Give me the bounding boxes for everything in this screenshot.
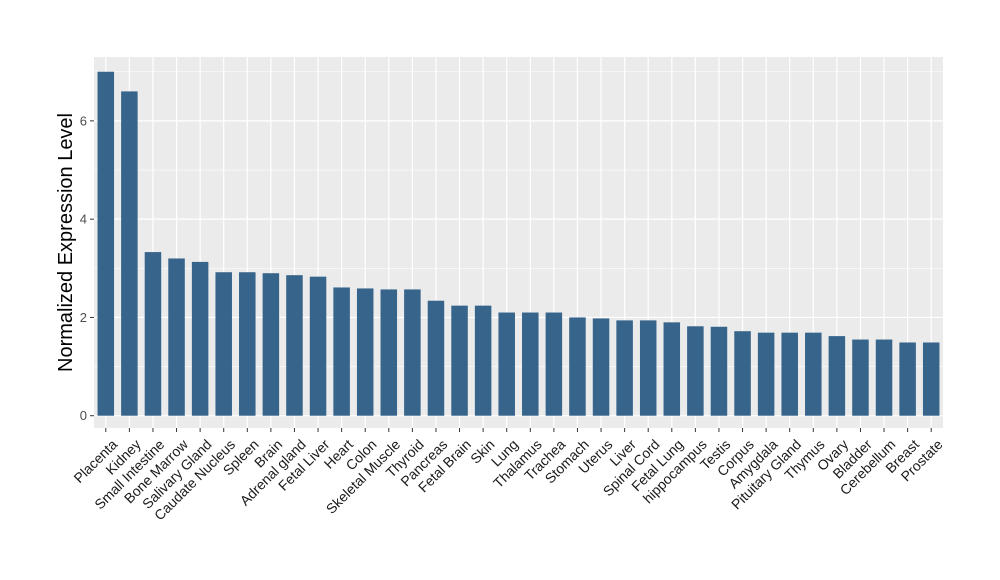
bar: [616, 320, 633, 416]
bar: [215, 272, 232, 416]
bar: [286, 275, 303, 416]
bar: [309, 276, 327, 416]
bar: [805, 332, 822, 416]
bar: [852, 339, 869, 416]
bar: [168, 258, 185, 416]
y-tick-label: 0: [80, 408, 87, 423]
bar: [875, 339, 893, 416]
bar: [262, 273, 280, 416]
bar: [639, 320, 657, 416]
bar: [710, 326, 728, 416]
bar: [522, 312, 539, 416]
y-tick-label: 4: [80, 212, 87, 227]
bar: [545, 312, 563, 416]
bar: [592, 318, 610, 416]
bar: [191, 261, 209, 416]
bar: [427, 300, 445, 416]
bar: [474, 305, 492, 416]
bar: [144, 252, 162, 416]
bar: [121, 91, 138, 416]
bar: [828, 336, 846, 416]
bar: [404, 289, 421, 416]
bar: [569, 317, 586, 416]
bar: [498, 312, 515, 416]
y-tick-label: 6: [80, 113, 87, 128]
bar: [757, 332, 775, 416]
bar: [380, 289, 398, 416]
bar: [687, 326, 704, 416]
y-axis: 0 2 4 6: [80, 113, 94, 423]
bars: [97, 71, 940, 416]
plot-panel: [94, 57, 943, 428]
bar: [239, 272, 256, 416]
bar: [333, 287, 350, 416]
bar: [734, 331, 751, 416]
bar: [899, 342, 916, 416]
bar: [663, 322, 681, 416]
bar: [356, 288, 374, 416]
bar: [451, 305, 468, 416]
y-axis-title: Normalized Expression Level: [55, 113, 77, 372]
bar: [922, 342, 940, 416]
y-tick-label: 2: [80, 310, 87, 325]
bar: [97, 71, 115, 416]
bar: [781, 332, 798, 416]
